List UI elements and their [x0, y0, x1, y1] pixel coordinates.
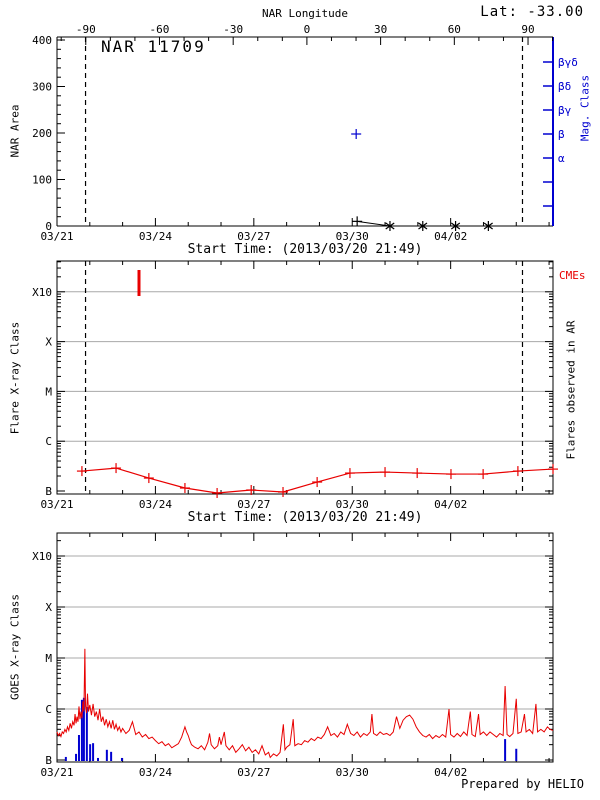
nar-area-point [450, 222, 461, 230]
longitude-tick-label: 60 [448, 23, 461, 36]
area-tick-label: 200 [32, 127, 52, 140]
area-tick-label: 400 [32, 34, 52, 47]
longitude-tick-label: 90 [521, 23, 534, 36]
area-tick-label: 300 [32, 81, 52, 94]
mag-class-tick-label: βδ [558, 80, 571, 93]
longitude-tick-label: 30 [374, 23, 387, 36]
latitude-label: Lat: -33.00 [480, 4, 584, 20]
date-tick-label: 03/24 [139, 766, 172, 779]
date-tick-label: 03/21 [40, 498, 73, 511]
chart-title: NAR 11709 [101, 37, 206, 56]
date-tick-label: 03/30 [336, 230, 369, 243]
flares-observed-label: Flares observed in AR [564, 320, 578, 460]
cmes-label: CMEs [559, 269, 586, 282]
date-tick-label: 03/27 [237, 230, 270, 243]
nar-area-point [385, 222, 395, 230]
date-tick-label: 03/21 [40, 230, 73, 243]
area-tick-label: 0 [45, 220, 52, 233]
longitude-tick-label: -90 [76, 23, 96, 36]
date-tick-label: 03/27 [237, 498, 270, 511]
frame-p2 [56, 260, 554, 495]
class-tick-label: M [45, 652, 52, 665]
goes-class-axis-title: GOES X-ray Class [8, 594, 22, 700]
mag-class-axis-title: Mag. Class [578, 74, 592, 142]
goes-flux-line [56, 648, 554, 759]
date-tick-label: 03/27 [237, 766, 270, 779]
start-time-label-1: Start Time: (2013/03/20 21:49) [187, 242, 423, 257]
mag-class-tick-label: βγδ [558, 56, 578, 69]
nar-area-point [418, 222, 428, 230]
class-tick-label: X10 [32, 550, 52, 563]
longitude-tick-label: 0 [304, 23, 311, 36]
longitude-tick-label: -60 [150, 23, 170, 36]
class-tick-label: B [45, 485, 52, 498]
flare-class-axis-title: Flare X-ray Class [8, 321, 22, 435]
date-tick-label: 04/02 [434, 766, 467, 779]
date-tick-label: 03/24 [139, 230, 172, 243]
date-tick-label: 03/24 [139, 498, 172, 511]
mag-class-tick-label: βγ [558, 104, 572, 117]
area-tick-label: 100 [32, 174, 52, 187]
nar-area-axis-title: NAR Area [8, 104, 22, 158]
date-tick-label: 04/02 [434, 230, 467, 243]
nar-area-point [483, 222, 493, 230]
class-tick-label: X10 [32, 286, 52, 299]
class-tick-label: C [45, 703, 52, 716]
date-tick-label: 03/21 [40, 766, 73, 779]
start-time-label-2: Start Time: (2013/03/20 21:49) [187, 510, 423, 525]
class-tick-label: X [45, 601, 52, 614]
date-tick-label: 03/30 [336, 498, 369, 511]
longitude-tick-label: -30 [223, 23, 243, 36]
class-tick-label: C [45, 435, 52, 448]
date-tick-label: 03/30 [336, 766, 369, 779]
top-axis-title: NAR Longitude [261, 7, 349, 20]
frame-p3 [56, 532, 554, 763]
date-tick-label: 04/02 [434, 498, 467, 511]
credit-label: Prepared by HELIO [461, 777, 584, 791]
mag-class-tick-label: β [558, 128, 565, 141]
mag-class-tick-label: α [558, 152, 565, 165]
class-tick-label: B [45, 754, 52, 767]
class-tick-label: M [45, 385, 52, 398]
class-tick-label: X [45, 336, 52, 349]
